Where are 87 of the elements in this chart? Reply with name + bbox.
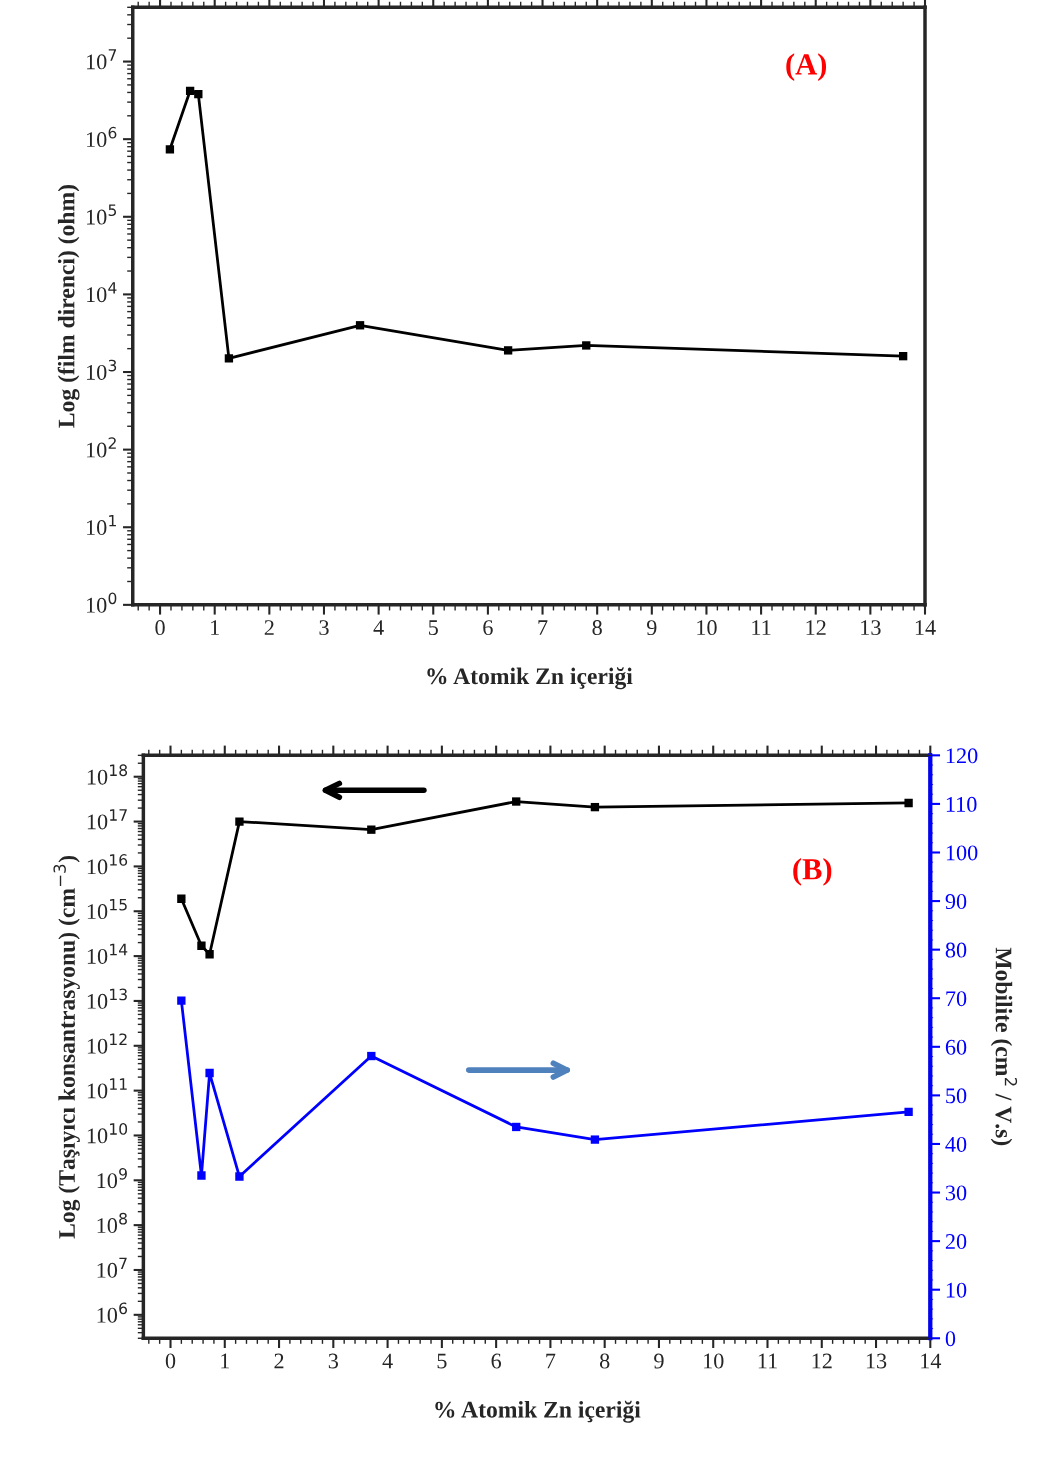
y-axis-title: Log (film direnci) (ohm) [57,185,80,428]
point [205,950,214,959]
y2-tick-label: 90 [945,894,967,909]
point [197,941,206,950]
x-tick-label: 8 [592,620,602,636]
x-tick-label: 4 [382,1353,393,1369]
y-tick-label: 10$^{9}$ [97,1167,127,1189]
y-tick-label: 10$^{5}$ [87,204,117,225]
y2-tick-label: 120 [946,748,978,764]
y2-tick-label: 20 [945,1234,967,1250]
x-tick-label: 7 [546,1353,556,1369]
x-tick-label: 2 [274,1353,284,1369]
y2-tick-label: 80 [945,942,967,958]
point [165,145,175,154]
y-tick-label: 10$^{17}$ [87,809,127,830]
y-tick-label: 10$^{7}$ [97,1257,127,1278]
x-tick-label: 12 [812,1353,832,1369]
x-tick-label: 0 [165,1353,176,1369]
point [582,341,591,350]
point [194,90,203,99]
y2-tick-label: 110 [946,796,977,812]
x-tick-label: 10 [704,1353,724,1369]
y-tick-label: 10$^{3}$ [87,359,117,380]
y-axis-title: Log (Taşıyıcı konsantrasyonu) (cm$^{−3}$) [53,855,80,1239]
x-tick-label: 9 [654,1353,664,1369]
x-axis-title: % Atomik Zn içeriği [435,1400,641,1423]
y-tick-label: 10$^{0}$ [87,592,117,613]
y2-tick-label: 70 [946,991,967,1007]
x-tick-label: 10 [697,620,717,636]
x-tick-label: 13 [861,620,881,636]
x-tick-label: 8 [599,1353,610,1369]
y-tick-label: 10$^{1}$ [87,514,116,536]
y-tick-label: 10$^{16}$ [87,854,128,875]
y-tick-label: 10$^{10}$ [87,1123,128,1144]
y-tick-label: 10$^{6}$ [97,1302,128,1323]
x-tick-label: 14 [915,620,936,635]
x-tick-label: 5 [429,620,438,636]
y2-tick-label: 0 [945,1331,956,1347]
y-tick-label: 10$^{18}$ [87,764,128,785]
point [235,817,244,826]
y-tick-label: 10$^{12}$ [87,1033,127,1054]
x-tick-label: 1 [211,620,219,635]
x-tick-label: 11 [758,1353,777,1369]
y2-axis-title: Mobilite (cm$^{2}$ / V.s) [990,947,1018,1146]
y-tick-label: 10$^{2}$ [87,437,116,458]
y2-tick-label: 100 [946,845,978,861]
x-tick-label: 0 [155,620,165,636]
point [224,354,234,363]
x-tick-label: 4 [373,620,384,635]
point [367,825,376,834]
point [177,894,186,903]
x-tick-label: 2 [264,620,274,635]
x-tick-label: 7 [538,620,548,635]
x-tick-label: 6 [483,620,493,636]
x-tick-label: 14 [921,1353,942,1369]
x-tick-label: 1 [221,1353,229,1369]
x-tick-label: 3 [328,1353,339,1369]
y-tick-label: 10$^{4}$ [87,282,117,303]
x-tick-label: 5 [437,1353,447,1369]
y-tick-label: 10$^{6}$ [87,126,117,148]
y-tick-label: 10$^{8}$ [97,1212,127,1234]
x-tick-label: 12 [806,620,826,635]
y2-tick-label: 60 [945,1039,967,1055]
annotation: (B) [793,858,832,886]
point [503,346,513,355]
y2-tick-label: 10 [946,1282,967,1298]
y-tick-label: 10$^{11}$ [87,1078,127,1099]
y-tick-label: 10$^{13}$ [87,988,127,1009]
point [512,797,521,806]
x-tick-label: 9 [646,620,657,636]
x-tick-label: 11 [752,620,771,635]
y-tick-label: 10$^{14}$ [87,943,128,964]
point [898,352,908,361]
point [185,86,195,95]
point [590,802,600,812]
x-tick-label: 13 [866,1353,887,1369]
x-axis-title: % Atomik Zn içeriği [427,667,633,690]
annotation: (A) [786,53,827,81]
y2-tick-label: 40 [945,1136,967,1152]
x-tick-label: 6 [491,1353,502,1369]
y2-tick-label: 30 [945,1185,967,1201]
x-tick-label: 3 [319,620,329,636]
point [904,798,913,808]
y-tick-label: 10$^{15}$ [87,899,127,920]
point [355,321,365,330]
y-tick-label: 10$^{7}$ [87,49,117,70]
y2-tick-label: 50 [946,1088,967,1104]
